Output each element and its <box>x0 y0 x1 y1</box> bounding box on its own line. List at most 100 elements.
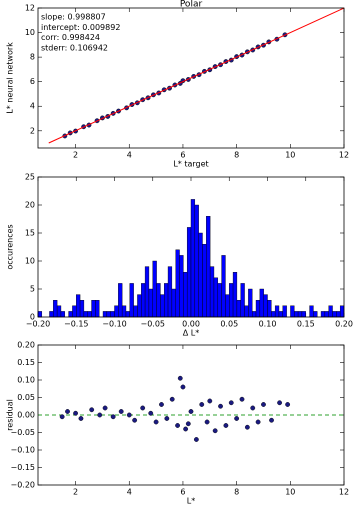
scatter-point <box>78 416 84 421</box>
plot-frame <box>37 7 345 149</box>
y-tick-label: 5 <box>30 285 35 294</box>
scatter-point <box>207 398 213 404</box>
histogram-bar <box>297 311 303 318</box>
histogram-bar <box>290 305 295 318</box>
y-axis-label: residual <box>6 399 15 431</box>
x-tick-label: 6 <box>180 151 185 160</box>
x-tick-label: −0.05 <box>140 320 165 329</box>
histogram-bar <box>183 272 188 318</box>
histogram-bar <box>121 305 127 318</box>
scatter-point <box>65 409 70 414</box>
histogram-bar <box>320 311 326 318</box>
x-tick-label: 6 <box>180 488 185 497</box>
histogram-bar <box>56 305 62 318</box>
scatter-point <box>212 428 218 434</box>
histogram-bar <box>339 305 345 318</box>
histogram-bar <box>110 311 115 318</box>
histogram-bar <box>278 311 284 318</box>
histogram-bar <box>255 300 261 318</box>
histogram-bar <box>160 294 165 318</box>
x-tick-label: 0.05 <box>220 320 238 329</box>
y-tick-label: 25 <box>25 173 35 182</box>
scatter-point <box>188 409 194 414</box>
histogram-bar <box>313 311 318 318</box>
y-tick-label: 0 <box>30 313 35 322</box>
scatter-point <box>110 414 116 420</box>
histogram-bar <box>118 283 123 318</box>
x-tick-label: 12 <box>339 151 349 160</box>
y-tick-label: 4 <box>30 102 35 111</box>
histogram-bar <box>83 311 88 318</box>
histogram-bar <box>68 311 73 318</box>
x-tick-label: 4 <box>127 488 132 497</box>
scatter-point <box>204 419 210 425</box>
scatter-point <box>250 405 256 411</box>
scatter-point <box>177 375 183 381</box>
scatter-point <box>180 384 186 390</box>
scatter-point <box>261 402 266 407</box>
scatter-point <box>73 410 78 416</box>
histogram-bar <box>309 305 314 318</box>
histogram-bar <box>236 300 241 318</box>
histogram-bar <box>232 272 238 318</box>
y-tick-label: 6 <box>30 77 35 86</box>
annotation: slope: 0.998807 <box>41 13 106 22</box>
y-tick-label: 12 <box>25 4 35 13</box>
histogram-bar <box>167 266 173 318</box>
annotation: corr: 0.998424 <box>41 33 100 42</box>
histogram-bar <box>301 311 306 318</box>
histogram-bar <box>91 300 96 318</box>
scatter-point <box>126 412 132 418</box>
histogram-bar <box>271 311 276 318</box>
scatter-point <box>89 407 95 413</box>
histogram-bar <box>221 255 226 318</box>
x-tick-label: 2 <box>73 151 78 160</box>
x-tick-label: 2 <box>73 488 78 497</box>
scatter-point <box>239 396 245 402</box>
histogram-bar <box>194 204 199 318</box>
y-tick-label: 20 <box>25 201 35 210</box>
y-tick-label: 0.10 <box>17 376 35 385</box>
y-tick-label: −0.05 <box>10 428 35 437</box>
y-tick-label: 0.05 <box>17 393 35 402</box>
chart-title: Polar <box>180 0 203 10</box>
y-tick-label: 8 <box>30 53 35 62</box>
histogram-bar <box>186 227 192 318</box>
y-tick-label: 0.15 <box>17 358 35 367</box>
x-tick-label: 0.00 <box>182 320 200 329</box>
y-tick-label: 15 <box>25 229 35 238</box>
scatter-point <box>228 400 234 406</box>
scatter-point <box>218 403 223 409</box>
histogram-bar <box>294 311 299 318</box>
annotation: stderr: 0.106942 <box>41 43 108 52</box>
histogram-bar <box>190 199 196 318</box>
y-axis-label: L* neural network <box>6 42 15 114</box>
scatter-point <box>183 426 189 432</box>
scatter-point <box>285 402 291 407</box>
x-axis-label: L* <box>187 497 195 506</box>
histogram-bar <box>179 255 184 318</box>
histogram-bar <box>244 305 249 318</box>
histogram-bar <box>60 311 65 318</box>
scatter-point <box>97 412 103 418</box>
scatter-point <box>118 409 124 414</box>
y-tick-label: −0.10 <box>10 446 35 455</box>
histogram-bar <box>332 311 337 318</box>
histogram-bar <box>336 311 341 318</box>
scatter-point <box>140 405 146 411</box>
scatter-point <box>169 396 175 402</box>
histogram-bar <box>225 294 230 318</box>
histogram-bar <box>267 300 272 318</box>
x-tick-label: 0.10 <box>259 320 277 329</box>
histogram-bar <box>209 266 215 318</box>
y-tick-label: 0.00 <box>17 411 35 420</box>
scatter-point <box>175 423 180 428</box>
y-tick-label: −0.20 <box>10 481 35 490</box>
plot-frame <box>37 176 345 318</box>
histogram-bar <box>251 311 257 318</box>
scatter-point <box>223 423 229 428</box>
x-tick-label: 0.15 <box>297 320 315 329</box>
histogram-bar <box>198 232 203 318</box>
histogram-bar <box>144 266 150 318</box>
histogram-bar <box>76 294 81 318</box>
